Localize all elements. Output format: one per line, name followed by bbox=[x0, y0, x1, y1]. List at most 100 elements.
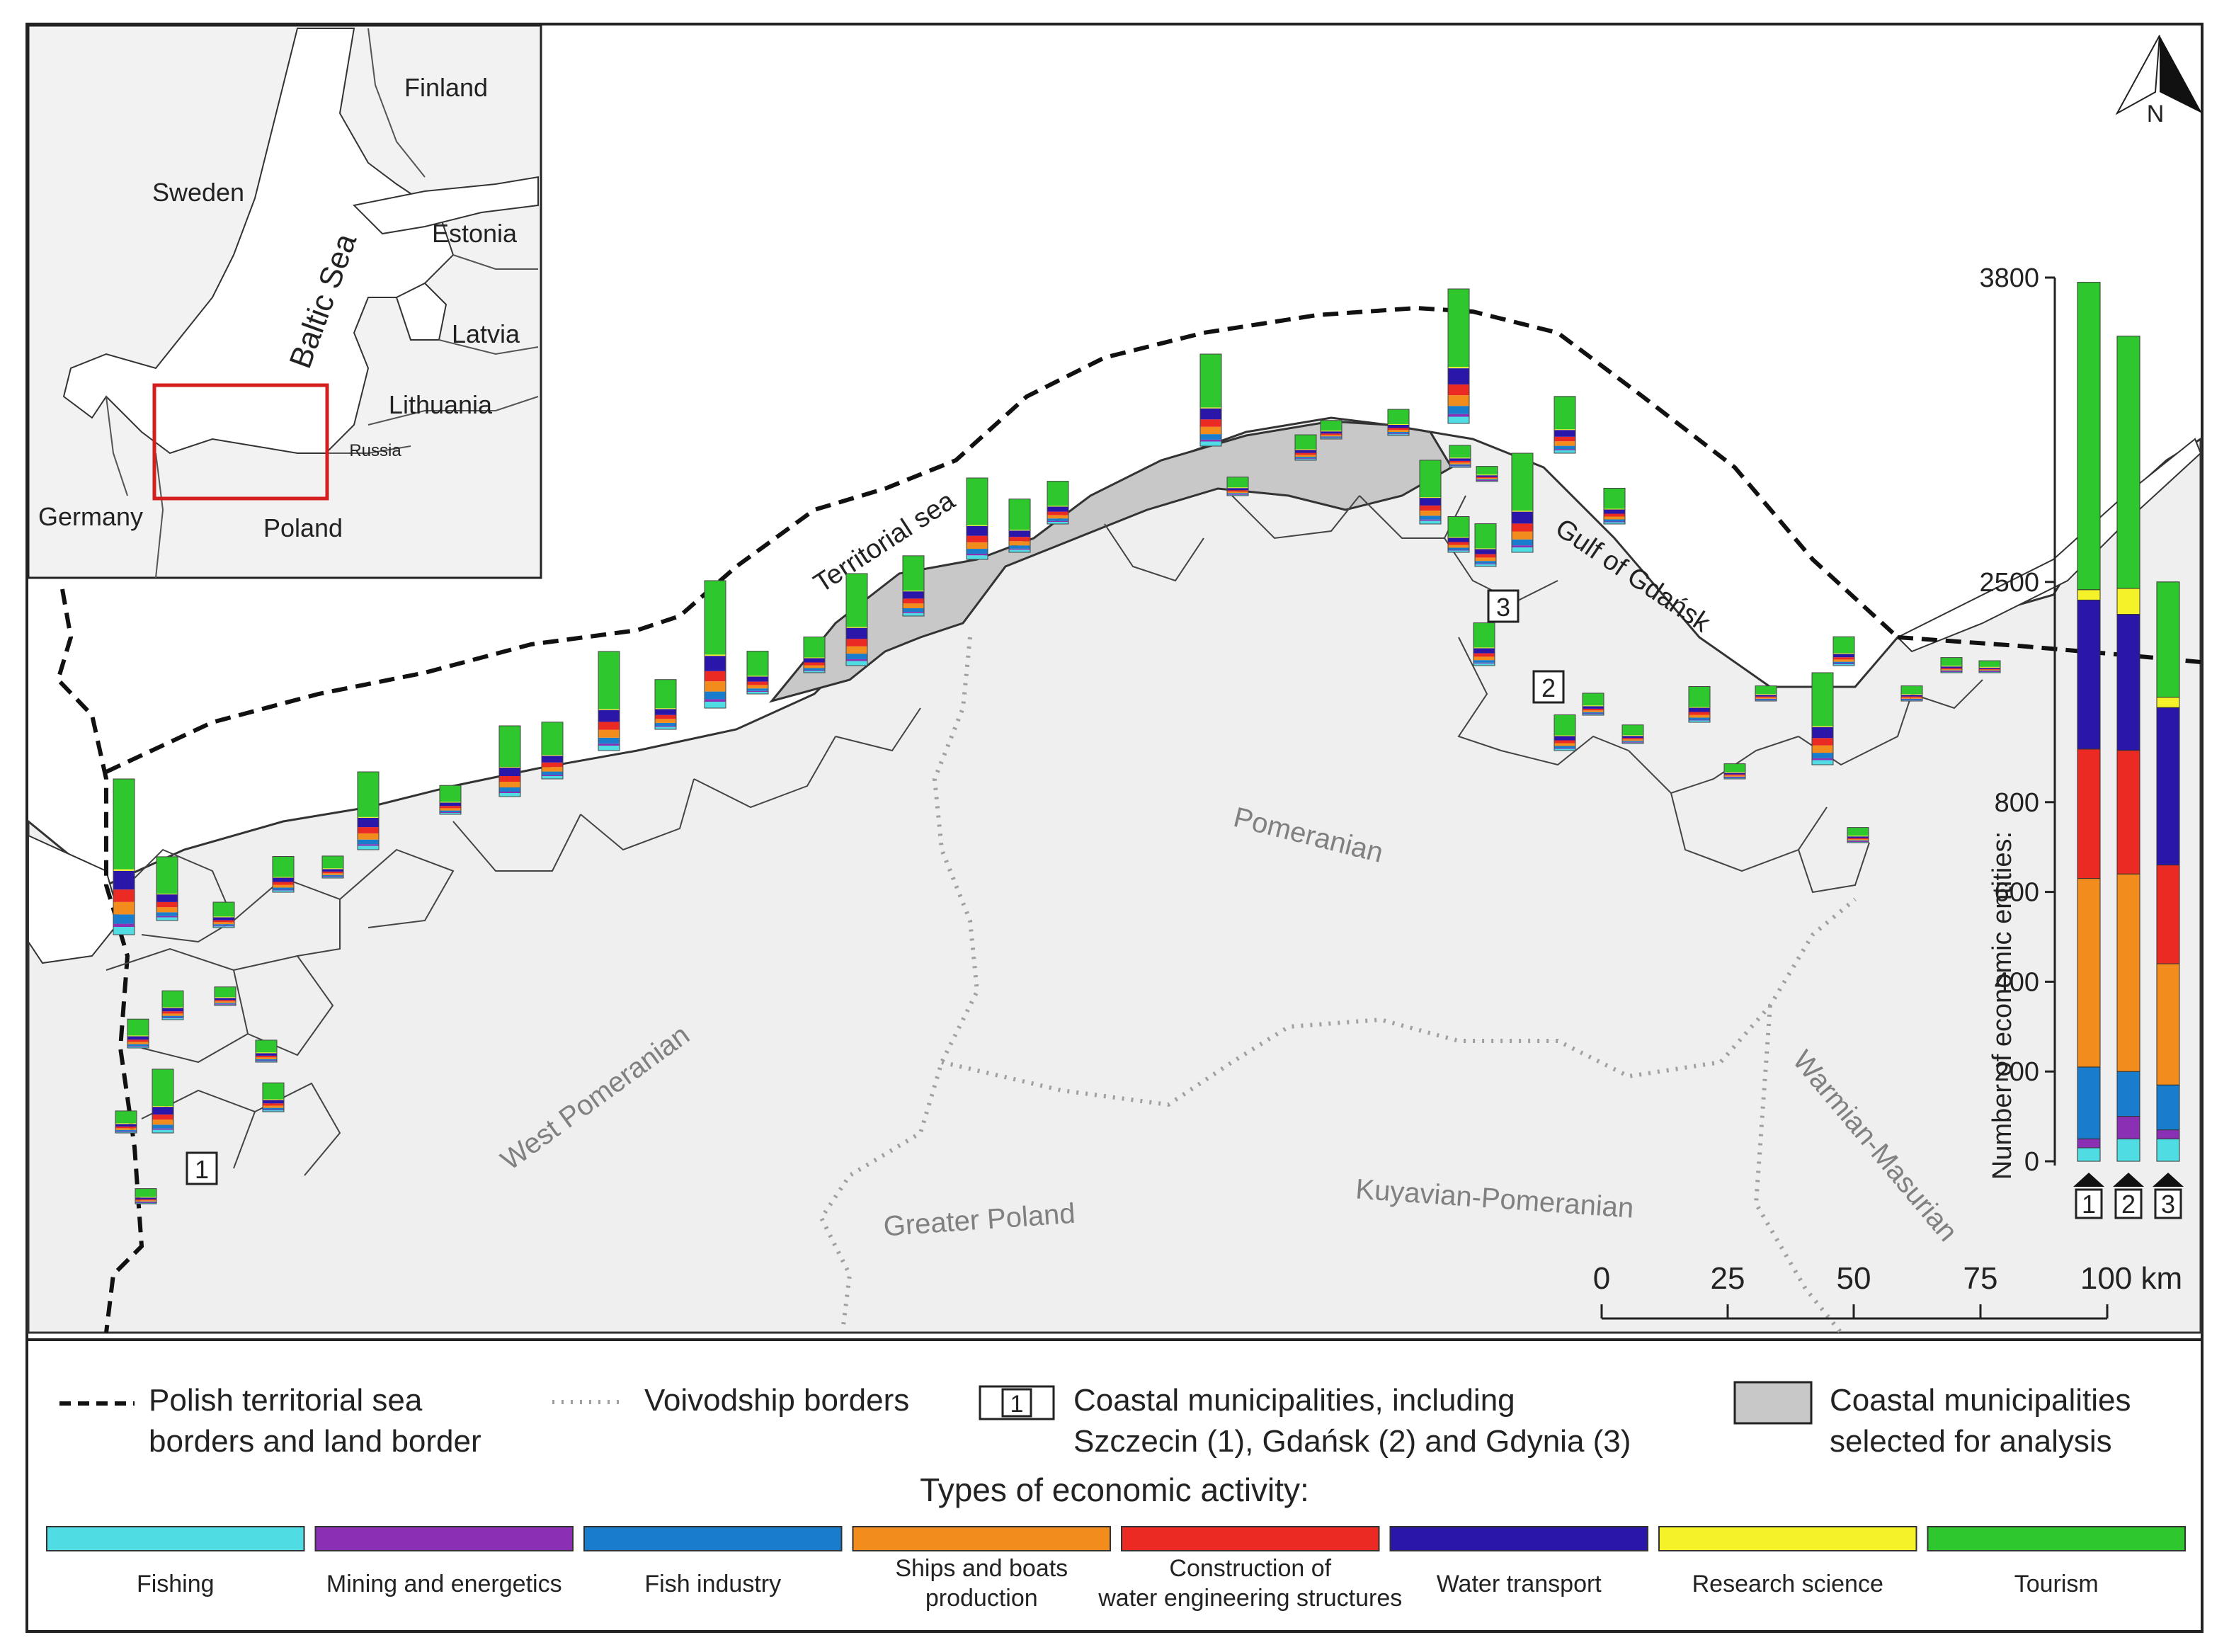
mini-bar-40-seg-2 bbox=[1812, 753, 1833, 758]
chart-bar-1-water-transport bbox=[2077, 599, 2101, 750]
mini-bar-43-seg-5 bbox=[1901, 695, 1922, 697]
mini-bar-37-seg-6 bbox=[1689, 707, 1710, 708]
mini-bar-45-seg-5 bbox=[1979, 667, 2000, 669]
mini-bar-9-seg-7 bbox=[598, 651, 620, 710]
legend-city-box: 1 bbox=[979, 1385, 1055, 1420]
mini-bar-0-seg-7 bbox=[113, 779, 135, 870]
chart-bar-3-construction-of-water-engineering-structures bbox=[2156, 865, 2180, 964]
mini-bar-outline-29 bbox=[1474, 523, 1497, 567]
mini-bar-48-seg-3 bbox=[215, 1001, 236, 1003]
mini-bar-11-seg-5 bbox=[705, 656, 726, 671]
mini-bar-42-seg-4 bbox=[1847, 838, 1869, 840]
chart-y-tick-label-0: 0 bbox=[2024, 1147, 2039, 1177]
legend-label-research-science: Research science bbox=[1692, 1571, 1883, 1597]
mini-bar-41-seg-3 bbox=[1833, 659, 1854, 662]
mini-bar-49-seg-2 bbox=[256, 1059, 277, 1061]
mini-bar-5-seg-7 bbox=[358, 772, 379, 817]
chart-bar-1-fishing bbox=[2077, 1147, 2101, 1162]
mini-bar-5-seg-2 bbox=[358, 839, 379, 845]
mini-bar-outline-26 bbox=[1476, 466, 1498, 482]
mini-bar-39-seg-5 bbox=[1755, 695, 1777, 697]
mini-bar-outline-12 bbox=[746, 651, 769, 695]
mini-bar-52-seg-5 bbox=[115, 1124, 137, 1127]
mini-bar-4-seg-4 bbox=[322, 871, 343, 874]
mini-bar-15-seg-0 bbox=[903, 613, 924, 616]
inset-map: Finland Sweden Estonia Baltic Sea Latvia… bbox=[27, 24, 542, 579]
mini-bar-12-seg-1 bbox=[747, 690, 768, 692]
chart-bar-3-mining-and-energetics bbox=[2156, 1129, 2180, 1139]
mini-bar-outline-15 bbox=[902, 555, 925, 617]
mini-bar-8-seg-0 bbox=[542, 776, 563, 779]
mini-bar-50-seg-5 bbox=[152, 1107, 173, 1115]
mini-bar-45-seg-1 bbox=[1979, 671, 2000, 672]
mini-bar-outline-27 bbox=[1419, 460, 1442, 525]
chart-y-tick-label-3800: 3800 bbox=[1979, 263, 2039, 293]
mini-bar-20-seg-1 bbox=[1227, 494, 1248, 495]
mini-bar-8-seg-4 bbox=[542, 762, 563, 768]
chart-bar-2-ships-and-boats-production bbox=[2116, 873, 2140, 1072]
mini-bar-9-seg-1 bbox=[598, 744, 620, 746]
mini-bar-23-seg-2 bbox=[1388, 432, 1409, 434]
mini-bar-13-seg-5 bbox=[804, 658, 825, 663]
municipality-bar-symbols bbox=[113, 288, 2001, 1204]
legend-coastal-text: Coastal municipalities, including Szczec… bbox=[1073, 1383, 1631, 1459]
mini-bar-41-seg-0 bbox=[1833, 664, 1854, 666]
mini-bar-19-seg-3 bbox=[1200, 426, 1221, 435]
mini-bar-outline-14 bbox=[845, 573, 868, 666]
inset-label-sweden: Sweden bbox=[152, 178, 244, 207]
mini-bar-outline-35 bbox=[1582, 693, 1604, 716]
mini-bar-20-seg-4 bbox=[1227, 490, 1248, 492]
mini-bar-3-seg-7 bbox=[273, 856, 294, 877]
mini-bar-23-seg-4 bbox=[1388, 428, 1409, 431]
mini-bar-34-seg-0 bbox=[1554, 748, 1575, 751]
mini-bar-outline-18 bbox=[1047, 481, 1069, 525]
scale-tick-100: 100 km bbox=[2080, 1261, 2182, 1296]
legend-label-ships-and-boats-production: Ships and boats production bbox=[895, 1555, 1068, 1612]
mini-bar-29-seg-3 bbox=[1475, 557, 1496, 562]
mini-bar-46-seg-0 bbox=[127, 1047, 149, 1048]
mini-bar-50-seg-1 bbox=[152, 1128, 173, 1130]
chart-category-arrow-3 bbox=[2153, 1173, 2184, 1187]
mini-bar-30-seg-4 bbox=[1512, 523, 1533, 532]
chart-category-box-3 bbox=[2154, 1188, 2182, 1219]
mini-bar-35-seg-2 bbox=[1583, 712, 1604, 714]
mini-bar-7-seg-2 bbox=[499, 787, 520, 792]
mini-bar-outline-10 bbox=[654, 679, 677, 730]
mini-bar-8-seg-5 bbox=[542, 756, 563, 763]
mini-bar-outline-31 bbox=[1554, 396, 1576, 454]
chart-category-arrow-1 bbox=[2073, 1173, 2104, 1187]
mini-bar-32-seg-4 bbox=[1604, 513, 1625, 517]
mini-bar-23-seg-1 bbox=[1388, 433, 1409, 435]
mini-bar-5-seg-0 bbox=[358, 845, 379, 850]
mini-bar-43-seg-2 bbox=[1901, 698, 1922, 700]
mini-bar-32-seg-5 bbox=[1604, 509, 1625, 514]
mini-bar-12-seg-4 bbox=[747, 681, 768, 685]
mini-bar-0-seg-1 bbox=[113, 923, 135, 927]
mini-bar-52-seg-4 bbox=[115, 1126, 137, 1129]
mini-bar-19-seg-0 bbox=[1200, 441, 1221, 446]
mini-bar-47-seg-7 bbox=[162, 991, 183, 1008]
mini-bar-21-seg-7 bbox=[1295, 435, 1316, 450]
mini-bar-10-seg-3 bbox=[655, 719, 676, 723]
mini-bar-27-seg-1 bbox=[1420, 519, 1441, 521]
scale-tick-50: 50 bbox=[1837, 1261, 1871, 1296]
chart-bar-2-fishing bbox=[2116, 1138, 2140, 1162]
mini-bar-20-seg-0 bbox=[1227, 494, 1248, 496]
mini-bar-2-seg-7 bbox=[213, 902, 234, 917]
chart-y-tick-label-600: 600 bbox=[1995, 878, 2039, 908]
chart-y-tick-label-800: 800 bbox=[1995, 788, 2039, 818]
mini-bar-37-seg-4 bbox=[1689, 712, 1710, 715]
mini-bar-25-seg-6 bbox=[1449, 457, 1471, 459]
mini-bar-38-seg-4 bbox=[1724, 774, 1745, 776]
mini-bar-outline-51 bbox=[262, 1082, 285, 1112]
mini-bar-0-seg-3 bbox=[113, 901, 135, 915]
mini-bar-16-seg-0 bbox=[967, 555, 988, 559]
city-marker-gdansk: 2 bbox=[1532, 670, 1565, 704]
mini-bar-50-seg-7 bbox=[152, 1069, 173, 1107]
chart-category-label-3: 3 bbox=[2161, 1190, 2175, 1219]
mini-bar-outline-7 bbox=[498, 725, 521, 797]
mini-bar-6-seg-5 bbox=[440, 802, 461, 807]
mini-bar-28-seg-5 bbox=[1448, 537, 1469, 542]
mini-bar-outline-30 bbox=[1511, 452, 1534, 553]
mini-bar-outline-46 bbox=[127, 1018, 149, 1049]
